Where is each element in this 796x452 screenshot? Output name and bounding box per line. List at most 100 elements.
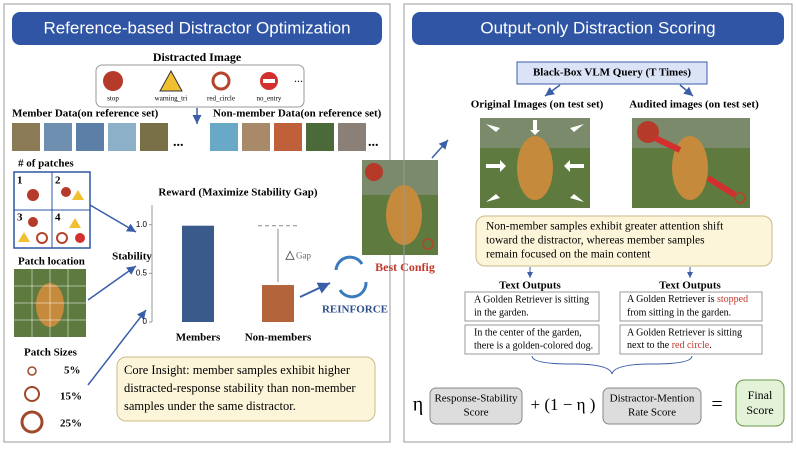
icon-label: no_entry xyxy=(257,95,282,103)
more: ... xyxy=(173,135,184,150)
more: ... xyxy=(294,71,303,85)
text: A Golden Retriever is xyxy=(627,294,717,305)
cell-number: 4 xyxy=(55,212,61,224)
query-box xyxy=(516,61,708,85)
patch-grid xyxy=(13,171,91,249)
cycle-icon xyxy=(334,255,368,299)
text: next to the xyxy=(627,340,672,351)
output-line: A Golden Retriever is stopped xyxy=(627,294,748,305)
arrow xyxy=(87,309,147,386)
original-image xyxy=(480,118,590,208)
label: Text Outputs xyxy=(499,280,561,292)
icon-label: stop xyxy=(107,95,119,103)
label: # of patches xyxy=(18,158,74,170)
formula: = xyxy=(711,394,722,416)
audited-image xyxy=(632,118,750,208)
callout-line: toward the distractor, whereas member sa… xyxy=(486,235,705,247)
annotation: Gap xyxy=(296,250,311,260)
cell-number: 1 xyxy=(17,175,23,187)
panel xyxy=(403,3,793,443)
panel-title: Reference-based Distractor Optimization xyxy=(43,18,350,37)
formula-text: Rate Score xyxy=(628,407,676,419)
query: Black-Box VLM Query (T Times) xyxy=(533,67,691,79)
icon-label: red_circle xyxy=(207,95,235,103)
cell-number: 3 xyxy=(17,212,23,224)
formula: + (1 − η ) xyxy=(531,395,596,414)
bar xyxy=(182,225,214,322)
insight-box xyxy=(116,356,376,422)
formula-text: Distractor-Mention xyxy=(610,393,695,405)
panel-title: Output-only Distraction Scoring xyxy=(480,18,715,37)
output-line: A Golden Retriever is sitting xyxy=(627,327,742,338)
output-boxes xyxy=(464,291,763,355)
axis-label: Stability xyxy=(112,251,152,263)
label: Member Data(on reference set) xyxy=(12,108,159,120)
label: Original Images (on test set) xyxy=(471,99,604,111)
label: Best Config xyxy=(375,260,435,274)
brace xyxy=(531,355,693,375)
text: . xyxy=(709,340,712,351)
size-label: 15% xyxy=(60,391,82,403)
icon xyxy=(103,71,123,91)
icon xyxy=(263,79,275,83)
output-line: there is a golden-colored dog. xyxy=(474,340,593,351)
cell-number: 2 xyxy=(55,175,61,187)
icon-label: warning_tri xyxy=(155,95,188,103)
arrow xyxy=(431,139,449,159)
icon xyxy=(159,69,183,92)
insight-line: distracted-response stability than non-m… xyxy=(124,381,356,395)
icon-box xyxy=(95,64,305,108)
x-tick-label: Non-members xyxy=(245,332,312,344)
formula: η xyxy=(413,394,423,416)
callout-line: Non-member samples exhibit greater atten… xyxy=(486,221,724,233)
y-tick-label: 0.5 xyxy=(136,268,148,277)
title-pill xyxy=(12,12,382,45)
size-label: 25% xyxy=(60,418,82,430)
label: Patch Sizes xyxy=(24,347,78,359)
highlight: red circle xyxy=(672,340,710,351)
label: Non-member Data(on reference set) xyxy=(213,108,382,120)
result: Score xyxy=(746,403,773,417)
best-config-image xyxy=(362,160,438,255)
label: Text Outputs xyxy=(659,280,721,292)
callout-box xyxy=(475,215,773,267)
bar xyxy=(262,285,294,322)
formula-text: Score xyxy=(463,407,488,419)
size-icon xyxy=(20,410,44,434)
formula-box xyxy=(429,387,523,425)
label: Audited images (on test set) xyxy=(629,99,759,111)
result-box xyxy=(735,379,785,427)
patch-location-image xyxy=(14,269,86,337)
arrow xyxy=(544,84,561,97)
result: Final xyxy=(748,388,773,402)
x-tick-label: Members xyxy=(176,332,221,344)
output-line: In the center of the garden, xyxy=(474,327,582,338)
arrow xyxy=(87,265,137,301)
label: Patch location xyxy=(18,256,85,268)
formula-box xyxy=(602,387,702,425)
chart-title: Reward (Maximize Stability Gap) xyxy=(158,187,318,199)
icon xyxy=(211,71,231,91)
formula-text: Response-Stability xyxy=(434,393,518,405)
insight-line: Core Insight: member samples exhibit hig… xyxy=(124,363,351,377)
output-line: from sitting in the garden. xyxy=(627,307,731,318)
label: REINFORCE xyxy=(322,304,388,316)
highlight: stopped xyxy=(717,294,748,305)
heading: Distracted Image xyxy=(153,50,242,64)
arrow xyxy=(679,84,694,97)
size-icon xyxy=(27,366,37,376)
thumbnails xyxy=(12,123,366,151)
insight-line: samples under the same distractor. xyxy=(124,399,296,413)
arrow xyxy=(299,282,331,298)
more: ... xyxy=(368,135,379,150)
gap-icon xyxy=(285,250,295,260)
output-line: in the garden. xyxy=(474,307,529,318)
callout-line: remain focused on the main content xyxy=(486,249,651,261)
size-icon xyxy=(24,386,40,402)
title-pill xyxy=(412,12,784,45)
y-tick-label: 0 xyxy=(143,317,148,326)
y-tick-label: 1.0 xyxy=(136,220,148,229)
output-line: next to the red circle. xyxy=(627,340,712,351)
size-label: 5% xyxy=(64,365,81,377)
